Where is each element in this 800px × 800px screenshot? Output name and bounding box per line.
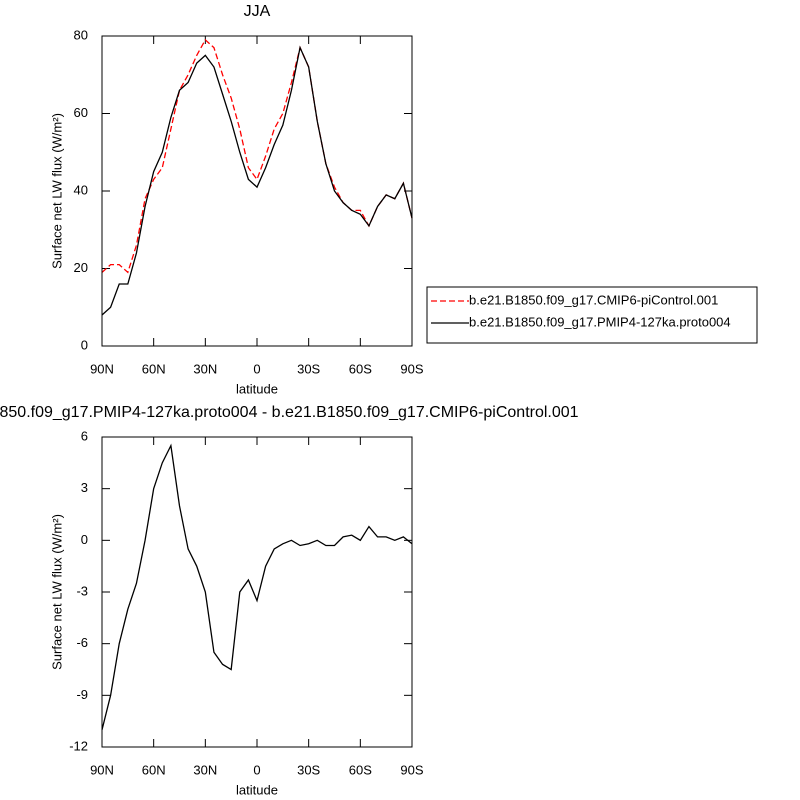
y-axis-label: Surface net LW flux (W/m²) xyxy=(49,113,64,269)
x-tick-label: 90S xyxy=(400,361,423,376)
chart-title: b.e21.B1850.f09_g17.PMIP4-127ka.proto004… xyxy=(0,404,579,421)
y-tick-label: 40 xyxy=(74,182,88,197)
y-tick-label: 60 xyxy=(74,105,88,120)
legend-box xyxy=(426,286,758,344)
x-tick-label: 60N xyxy=(142,762,166,777)
x-tick-label: 90S xyxy=(400,762,423,777)
x-axis-label: latitude xyxy=(236,381,278,396)
plot-frame xyxy=(101,35,413,347)
x-tick-label: 90N xyxy=(90,361,114,376)
x-tick-label: 60N xyxy=(142,361,166,376)
series-line xyxy=(101,38,413,274)
x-tick-label: 30N xyxy=(193,361,217,376)
y-tick-label: 80 xyxy=(74,27,88,42)
y-tick-label: 3 xyxy=(81,480,88,495)
plot-frame xyxy=(101,436,413,748)
y-tick-label: 6 xyxy=(81,428,88,443)
y-axis-label: Surface net LW flux (W/m²) xyxy=(49,514,64,670)
legend-label: b.e21.B1850.f09_g17.CMIP6-piControl.001 xyxy=(469,292,718,307)
series-line xyxy=(101,443,413,730)
y-tick-label: 20 xyxy=(74,260,88,275)
y-tick-label: -3 xyxy=(76,583,88,598)
series-line xyxy=(101,45,413,316)
y-tick-label: 0 xyxy=(81,337,88,352)
x-tick-label: 0 xyxy=(253,361,260,376)
y-tick-label: -12 xyxy=(69,738,88,753)
y-tick-label: -9 xyxy=(76,687,88,702)
x-axis-label: latitude xyxy=(236,782,278,797)
chart-title: JJA xyxy=(244,3,271,20)
x-tick-label: 60S xyxy=(349,762,372,777)
x-tick-label: 60S xyxy=(349,361,372,376)
x-tick-label: 0 xyxy=(253,762,260,777)
x-tick-label: 30S xyxy=(297,361,320,376)
x-tick-label: 30S xyxy=(297,762,320,777)
x-tick-label: 30N xyxy=(193,762,217,777)
x-tick-label: 90N xyxy=(90,762,114,777)
legend-label: b.e21.B1850.f09_g17.PMIP4-127ka.proto004 xyxy=(469,314,731,329)
y-tick-label: 0 xyxy=(81,532,88,547)
y-tick-label: -6 xyxy=(76,635,88,650)
